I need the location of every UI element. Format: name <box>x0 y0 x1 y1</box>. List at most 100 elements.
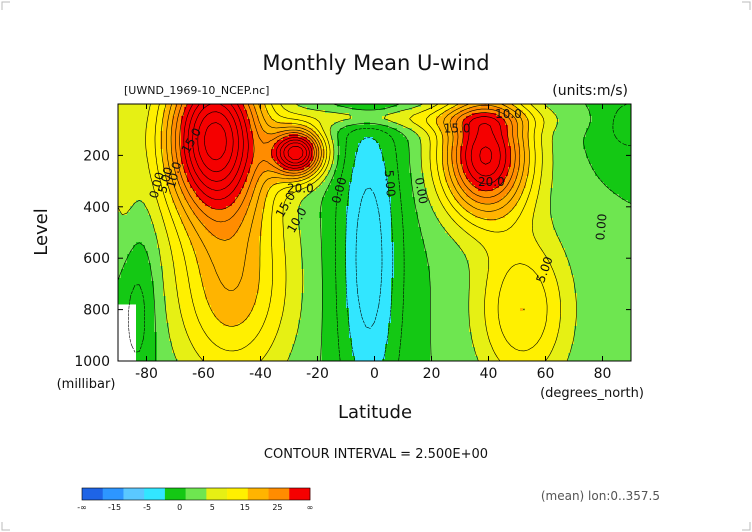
field-cell <box>277 251 281 255</box>
field-cell <box>217 212 221 216</box>
field-cell <box>151 143 155 147</box>
field-cell <box>217 260 221 264</box>
field-cell <box>229 146 233 150</box>
field-cell <box>220 116 224 120</box>
field-cell <box>160 236 164 240</box>
field-cell <box>118 146 122 150</box>
field-cell <box>247 218 251 222</box>
field-cell <box>208 272 212 276</box>
field-cell <box>151 149 155 153</box>
field-cell <box>289 347 293 351</box>
field-cell <box>211 194 215 198</box>
field-cell <box>235 305 239 309</box>
field-cell <box>151 194 155 198</box>
field-cell <box>154 293 158 297</box>
field-cell <box>283 359 287 361</box>
field-cell <box>283 149 287 153</box>
field-cell <box>223 269 227 273</box>
field-cell <box>220 326 224 330</box>
field-cell <box>187 221 191 225</box>
field-cell <box>274 308 278 312</box>
field-cell <box>286 224 290 228</box>
field-cell <box>163 287 167 291</box>
field-cell <box>256 125 260 129</box>
field-cell <box>172 104 176 108</box>
field-cell <box>214 206 218 210</box>
field-cell <box>283 311 287 315</box>
field-cell <box>232 317 236 321</box>
field-cell <box>289 248 293 252</box>
field-cell <box>172 302 176 306</box>
field-cell <box>127 254 131 258</box>
field-cell <box>175 218 179 222</box>
field-cell <box>118 281 122 285</box>
field-cell <box>286 299 290 303</box>
field-cell <box>163 278 167 282</box>
field-cell <box>157 152 161 156</box>
field-cell <box>280 125 284 129</box>
field-cell <box>193 332 197 336</box>
field-cell <box>289 173 293 177</box>
field-cell <box>250 284 254 288</box>
field-cell <box>169 182 173 186</box>
field-cell <box>181 311 185 315</box>
field-cell <box>283 224 287 228</box>
field-cell <box>193 143 197 147</box>
field-cell <box>220 158 224 162</box>
field-cell <box>196 149 200 153</box>
field-cell <box>256 356 260 360</box>
field-cell <box>157 164 161 168</box>
field-cell <box>163 110 167 114</box>
field-cell <box>280 152 284 156</box>
field-cell <box>160 296 164 300</box>
field-cell <box>283 335 287 339</box>
field-cell <box>136 179 140 183</box>
field-cell <box>247 341 251 345</box>
field-cell <box>175 305 179 309</box>
field-cell <box>175 194 179 198</box>
field-cell <box>175 278 179 282</box>
field-cell <box>193 104 197 108</box>
field-cell <box>229 314 233 318</box>
field-cell <box>178 350 182 354</box>
field-cell <box>133 266 137 270</box>
field-cell <box>205 110 209 114</box>
field-cell <box>268 185 272 189</box>
field-cell <box>172 347 176 351</box>
field-cell <box>232 218 236 222</box>
field-cell <box>226 110 230 114</box>
field-cell <box>280 215 284 219</box>
field-cell <box>271 290 275 294</box>
field-cell <box>226 167 230 171</box>
field-cell <box>160 290 164 294</box>
field-cell <box>289 338 293 342</box>
field-cell <box>241 140 245 144</box>
field-cell <box>136 284 140 288</box>
field-cell <box>196 170 200 174</box>
field-cell <box>211 146 215 150</box>
field-cell <box>226 338 230 342</box>
field-cell <box>286 305 290 309</box>
field-cell <box>268 224 272 228</box>
field-cell <box>283 203 287 207</box>
field-cell <box>169 218 173 222</box>
field-cell <box>262 299 266 303</box>
field-cell <box>136 269 140 273</box>
field-cell <box>259 281 263 285</box>
field-cell <box>199 125 203 129</box>
field-cell <box>202 152 206 156</box>
field-cell <box>127 116 131 120</box>
field-cell <box>208 110 212 114</box>
field-cell <box>226 149 230 153</box>
field-cell <box>118 194 122 198</box>
field-cell <box>262 281 266 285</box>
field-cell <box>280 182 284 186</box>
field-cell <box>265 107 269 111</box>
field-cell <box>205 284 209 288</box>
field-cell <box>220 329 224 333</box>
field-cell <box>175 143 179 147</box>
field-cell <box>202 167 206 171</box>
field-cell <box>214 311 218 315</box>
field-cell <box>142 149 146 153</box>
field-cell <box>175 242 179 246</box>
